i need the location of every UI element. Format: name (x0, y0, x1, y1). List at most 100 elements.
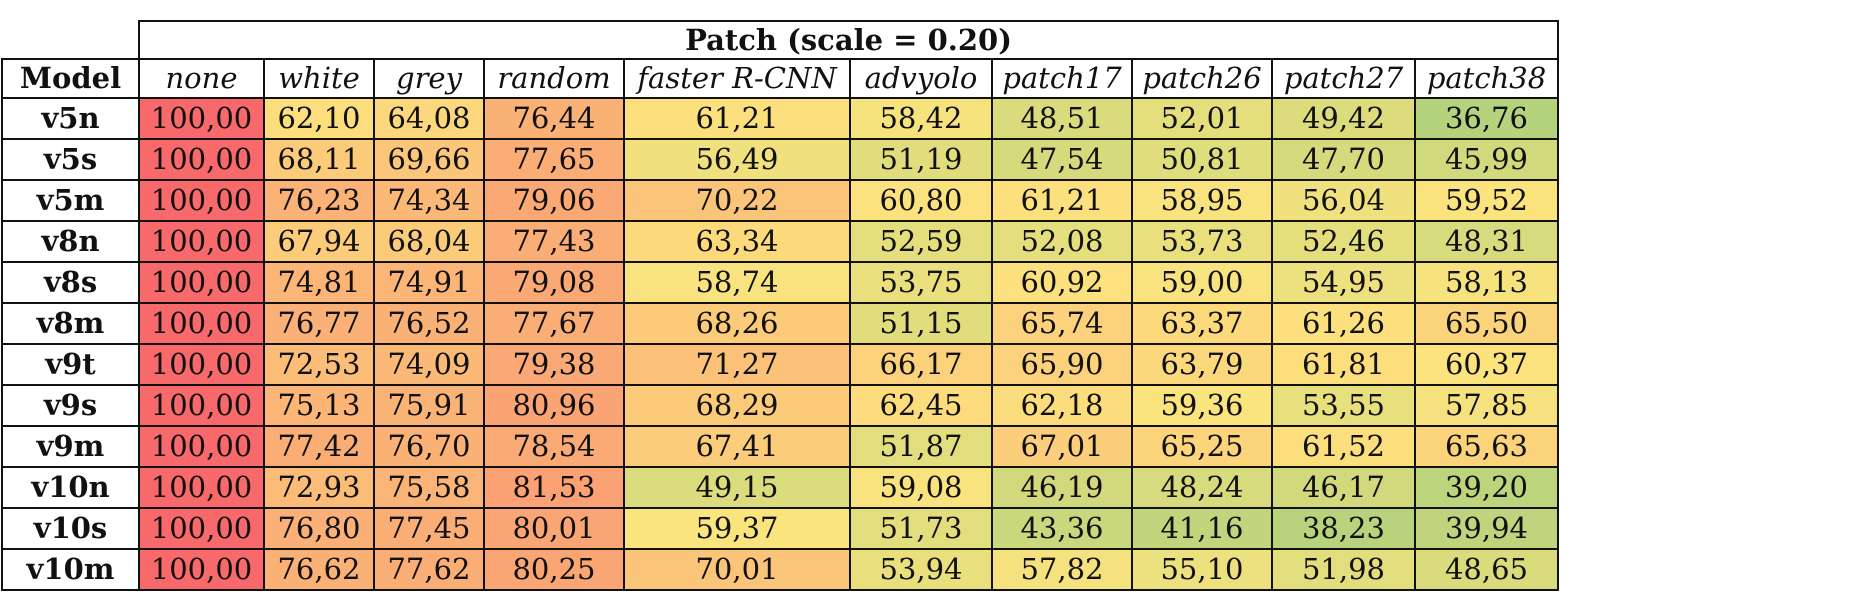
value-cell: 100,00 (138, 261, 265, 304)
value-cell: 70,01 (623, 548, 851, 591)
column-header: patch17 (991, 58, 1133, 99)
value-cell: 51,15 (849, 302, 993, 345)
value-cell: 43,36 (991, 507, 1133, 550)
value-cell: 100,00 (138, 548, 265, 591)
value-cell: 76,62 (263, 548, 375, 591)
value-cell: 74,91 (373, 261, 485, 304)
value-cell: 46,17 (1271, 466, 1416, 509)
value-cell: 56,49 (623, 138, 851, 181)
value-cell: 38,23 (1271, 507, 1416, 550)
column-header-row: Model none white grey random faster R-CNN adv… (1, 58, 1559, 99)
results-table: Patch (scale = 0.20) Model none white grey… (1, 20, 1559, 591)
value-cell: 68,04 (373, 220, 485, 263)
model-name: v9s (1, 384, 140, 427)
value-cell: 72,53 (263, 343, 375, 386)
value-cell: 79,06 (483, 179, 625, 222)
value-cell: 51,98 (1271, 548, 1416, 591)
value-cell: 100,00 (138, 97, 265, 140)
title-row: Patch (scale = 0.20) (2, 20, 1559, 60)
value-cell: 75,91 (373, 384, 485, 427)
value-cell: 76,70 (373, 425, 485, 468)
value-cell: 51,73 (849, 507, 993, 550)
corner-blank (2, 21, 139, 59)
table-row: v5m 100,00 76,23 74,34 79,06 70,22 60,80 61,21 5… (1, 179, 1559, 222)
table-row: v8s 100,00 74,81 74,91 79,08 58,74 53,75 60,92 5… (1, 261, 1559, 304)
value-cell: 67,94 (263, 220, 375, 263)
value-cell: 70,22 (623, 179, 851, 222)
model-name: v8m (1, 302, 140, 345)
value-cell: 68,11 (263, 138, 375, 181)
value-cell: 48,24 (1131, 466, 1273, 509)
value-cell: 67,01 (991, 425, 1133, 468)
table-row: v9t 100,00 72,53 74,09 79,38 71,27 66,17 65,90 6… (1, 343, 1559, 386)
value-cell: 53,94 (849, 548, 993, 591)
value-cell: 68,29 (623, 384, 851, 427)
value-cell: 75,13 (263, 384, 375, 427)
value-cell: 46,19 (991, 466, 1133, 509)
table-row: v5s 100,00 68,11 69,66 77,65 56,49 51,19 47,54 5… (1, 138, 1559, 181)
value-cell: 62,10 (263, 97, 375, 140)
value-cell: 49,42 (1271, 97, 1416, 140)
table-row: v8m 100,00 76,77 76,52 77,67 68,26 51,15 65,74 6… (1, 302, 1559, 345)
value-cell: 100,00 (138, 179, 265, 222)
value-cell: 65,50 (1414, 302, 1559, 345)
value-cell: 79,38 (483, 343, 625, 386)
value-cell: 58,13 (1414, 261, 1559, 304)
value-cell: 100,00 (138, 507, 265, 550)
value-cell: 80,96 (483, 384, 625, 427)
value-cell: 51,87 (849, 425, 993, 468)
value-cell: 77,67 (483, 302, 625, 345)
value-cell: 66,17 (849, 343, 993, 386)
value-cell: 59,52 (1414, 179, 1559, 222)
value-cell: 79,08 (483, 261, 625, 304)
value-cell: 41,16 (1131, 507, 1273, 550)
value-cell: 63,34 (623, 220, 851, 263)
value-cell: 76,80 (263, 507, 375, 550)
value-cell: 100,00 (138, 343, 265, 386)
column-header: faster R-CNN (623, 58, 851, 99)
column-header: patch26 (1131, 58, 1273, 99)
value-cell: 61,52 (1271, 425, 1416, 468)
value-cell: 77,42 (263, 425, 375, 468)
value-cell: 100,00 (138, 220, 265, 263)
value-cell: 45,99 (1414, 138, 1559, 181)
model-column-header: Model (1, 58, 140, 99)
model-name: v10s (1, 507, 140, 550)
value-cell: 56,04 (1271, 179, 1416, 222)
column-header: advyolo (849, 58, 993, 99)
value-cell: 55,10 (1131, 548, 1273, 591)
value-cell: 61,26 (1271, 302, 1416, 345)
model-name: v10n (1, 466, 140, 509)
table-row: v9s 100,00 75,13 75,91 80,96 68,29 62,45 62,18 5… (1, 384, 1559, 427)
table-row: v5n 100,00 62,10 64,08 76,44 61,21 58,42 48,51 5… (1, 97, 1559, 140)
column-header: grey (373, 58, 485, 99)
value-cell: 52,08 (991, 220, 1133, 263)
value-cell: 59,36 (1131, 384, 1273, 427)
value-cell: 100,00 (138, 302, 265, 345)
value-cell: 71,27 (623, 343, 851, 386)
value-cell: 47,70 (1271, 138, 1416, 181)
model-name: v5m (1, 179, 140, 222)
column-header: none (138, 58, 265, 99)
value-cell: 54,95 (1271, 261, 1416, 304)
value-cell: 74,09 (373, 343, 485, 386)
value-cell: 53,55 (1271, 384, 1416, 427)
value-cell: 57,85 (1414, 384, 1559, 427)
value-cell: 76,77 (263, 302, 375, 345)
model-name: v5s (1, 138, 140, 181)
value-cell: 53,73 (1131, 220, 1273, 263)
value-cell: 50,81 (1131, 138, 1273, 181)
value-cell: 58,74 (623, 261, 851, 304)
value-cell: 62,45 (849, 384, 993, 427)
value-cell: 61,21 (991, 179, 1133, 222)
value-cell: 63,79 (1131, 343, 1273, 386)
table-row: v10s 100,00 76,80 77,45 80,01 59,37 51,73 43,36… (1, 507, 1559, 550)
value-cell: 69,66 (373, 138, 485, 181)
value-cell: 65,25 (1131, 425, 1273, 468)
value-cell: 52,46 (1271, 220, 1416, 263)
value-cell: 65,74 (991, 302, 1133, 345)
column-header: patch38 (1414, 58, 1559, 99)
value-cell: 100,00 (138, 138, 265, 181)
value-cell: 61,81 (1271, 343, 1416, 386)
value-cell: 77,65 (483, 138, 625, 181)
